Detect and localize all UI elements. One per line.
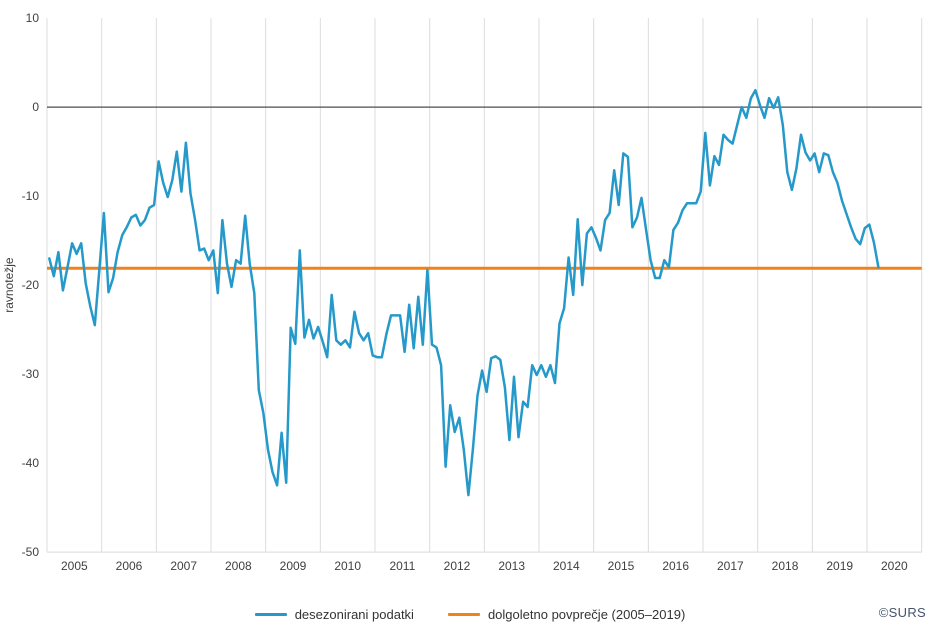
series-line-swatch (254, 612, 287, 616)
average-line-swatch (447, 612, 480, 616)
y-tick-label: 0 (32, 100, 39, 114)
x-year-label: 2007 (170, 559, 197, 573)
series-line (48, 88, 880, 497)
x-year-label: 2018 (772, 559, 799, 573)
x-year-label: 2011 (389, 559, 415, 573)
source-credit: ©SURS (878, 605, 926, 620)
legend-label-long-term-average: dolgoletno povprečje (2005–2019) (487, 606, 686, 622)
x-year-label: 2012 (444, 559, 471, 573)
x-year-label: 2008 (225, 559, 252, 573)
y-tick-label: -50 (22, 545, 40, 559)
x-year-label: 2016 (662, 559, 689, 573)
x-year-label: 2013 (498, 559, 525, 573)
x-year-label: 2009 (280, 559, 307, 573)
x-year-label: 2005 (61, 559, 88, 573)
x-year-label: 2006 (116, 559, 143, 573)
y-tick-label: -40 (22, 456, 40, 470)
x-year-label: 2015 (608, 559, 635, 573)
y-tick-label: -30 (22, 367, 40, 381)
legend-item-long-term-average: dolgoletno povprečje (2005–2019) (447, 606, 686, 622)
legend-label-seasonally-adjusted: desezonirani podatki (294, 606, 414, 622)
legend: desezonirani podatki dolgoletno povprečj… (0, 600, 940, 628)
x-year-label: 2014 (553, 559, 580, 573)
y-tick-label: -10 (22, 189, 40, 203)
x-year-label: 2020 (881, 559, 908, 573)
y-axis-title: ravnotežje (2, 257, 16, 313)
line-chart: 10 0 -10 -20 -30 -40 -50 2005 2006 2007 2008 2009 20… (2, 11, 923, 573)
chart-container: 10 0 -10 -20 -30 -40 -50 2005 2006 2007 2008 2009 20… (2, 11, 923, 573)
x-year-label: 2010 (334, 559, 361, 573)
x-year-label: 2019 (826, 559, 853, 573)
y-tick-label: -20 (22, 278, 40, 292)
legend-item-seasonally-adjusted: desezonirani podatki (254, 606, 414, 622)
y-tick-label: 10 (26, 11, 40, 25)
x-year-label: 2017 (717, 559, 744, 573)
